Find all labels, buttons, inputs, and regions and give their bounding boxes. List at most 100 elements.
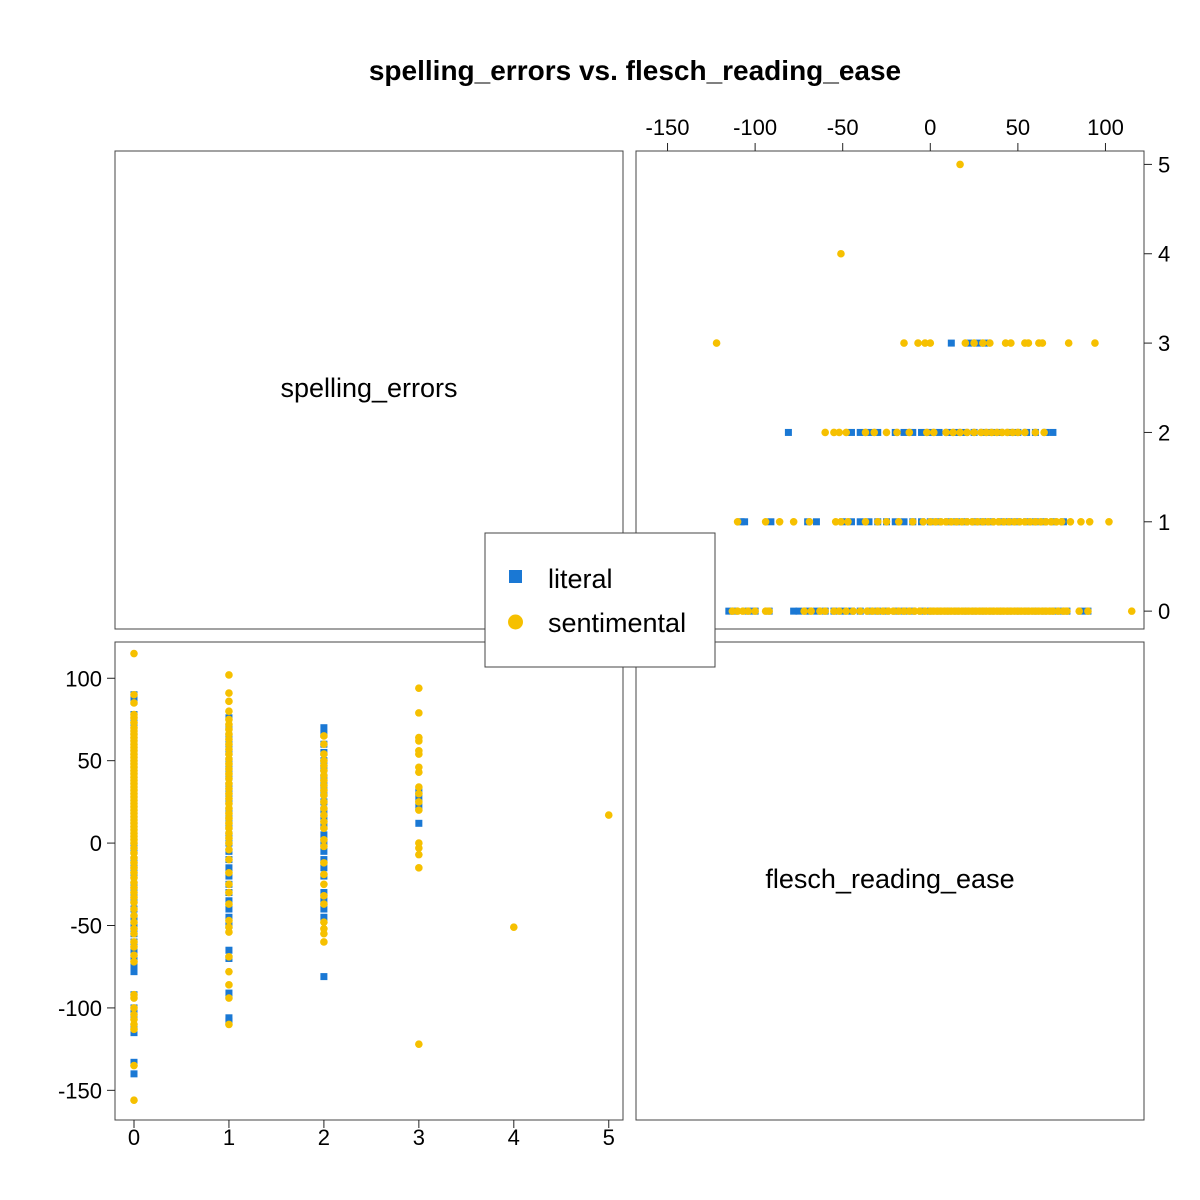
point-sentimental (968, 517, 977, 526)
point-literal (130, 968, 138, 976)
point-sentimental (910, 607, 919, 615)
point-sentimental (956, 428, 964, 437)
point-sentimental (1066, 517, 1075, 526)
point-sentimental (225, 916, 233, 925)
point-sentimental (225, 855, 233, 864)
point-literal (225, 864, 233, 872)
point-sentimental (831, 517, 840, 526)
point-sentimental (320, 791, 328, 800)
point-sentimental (225, 928, 233, 936)
point-sentimental (905, 428, 914, 437)
point-sentimental (1005, 517, 1013, 526)
point-sentimental (1042, 517, 1050, 526)
point-literal (320, 724, 328, 732)
point-sentimental (415, 709, 423, 717)
point-sentimental (415, 684, 423, 692)
point-sentimental (130, 951, 138, 959)
tick-label-right: 4 (1158, 242, 1170, 267)
point-sentimental (320, 842, 328, 851)
point-sentimental (993, 428, 1001, 437)
panel-scatter-top-right (635, 150, 1145, 630)
point-sentimental (905, 607, 914, 615)
point-sentimental (225, 953, 233, 961)
points-top-right (653, 160, 1136, 615)
point-sentimental (889, 607, 898, 615)
point-sentimental (849, 607, 858, 615)
point-sentimental (225, 888, 233, 897)
point-sentimental (1085, 517, 1094, 526)
point-sentimental (320, 938, 328, 946)
point-sentimental (986, 339, 994, 347)
point-sentimental (225, 967, 233, 976)
point-sentimental (873, 607, 882, 615)
point-sentimental (1031, 428, 1040, 437)
point-sentimental (415, 750, 423, 758)
point-sentimental (225, 845, 233, 854)
point-sentimental (751, 607, 759, 615)
point-sentimental (926, 339, 935, 347)
point-sentimental (914, 339, 922, 347)
point-sentimental (1021, 517, 1029, 526)
point-sentimental (733, 607, 742, 615)
point-literal (900, 428, 908, 436)
point-literal (741, 518, 749, 526)
tick-label-right: 1 (1158, 510, 1170, 535)
point-sentimental (320, 892, 328, 900)
point-sentimental (921, 339, 929, 347)
axis-ticks: -150 -100 -50 0 50 100012345-150-100-50050100… (58, 115, 1170, 1150)
point-sentimental (989, 517, 998, 526)
point-sentimental (805, 517, 814, 526)
point-sentimental (320, 817, 328, 826)
point-sentimental (1064, 339, 1073, 347)
point-sentimental (225, 900, 233, 908)
point-sentimental (837, 249, 845, 258)
point-sentimental (879, 607, 887, 615)
point-sentimental (1091, 339, 1099, 347)
point-sentimental (937, 517, 945, 526)
point-sentimental (908, 517, 917, 526)
point-sentimental (816, 607, 824, 615)
tick-label-bottom: 4 (508, 1125, 520, 1150)
point-sentimental (761, 607, 770, 615)
legend-label-literal: literal (548, 564, 613, 594)
point-sentimental (861, 517, 870, 526)
tick-label-bottom: 0 (128, 1125, 140, 1150)
point-sentimental (130, 699, 138, 707)
point-sentimental (712, 339, 721, 347)
point-sentimental (130, 898, 138, 907)
point-sentimental (1047, 517, 1055, 526)
point-sentimental (961, 339, 970, 347)
point-sentimental (998, 428, 1006, 437)
point-literal (320, 913, 328, 921)
point-literal (856, 518, 864, 526)
point-literal (320, 905, 328, 913)
point-literal (856, 428, 864, 436)
point-sentimental (842, 428, 851, 437)
point-sentimental (225, 697, 233, 706)
point-sentimental (1052, 517, 1061, 526)
point-literal (900, 518, 908, 526)
point-sentimental (320, 798, 328, 806)
point-sentimental (130, 1004, 138, 1012)
point-sentimental (320, 900, 328, 908)
point-sentimental (1054, 607, 1062, 615)
point-sentimental (728, 607, 737, 615)
point-sentimental (1008, 428, 1017, 437)
point-literal (767, 518, 775, 526)
tick-label-top: 50 (1006, 115, 1030, 140)
point-sentimental (415, 768, 423, 777)
point-sentimental (130, 1025, 138, 1034)
tick-label-top: -50 (827, 115, 859, 140)
point-sentimental (830, 428, 838, 437)
panel-diag-flesch-reading-ease (635, 641, 1145, 1121)
tick-label-left: 50 (78, 749, 102, 774)
panel-scatter-bottom-left (114, 641, 624, 1121)
point-literal (320, 973, 328, 981)
point-sentimental (1036, 517, 1045, 526)
point-sentimental (130, 943, 138, 951)
point-sentimental (1003, 428, 1012, 437)
point-sentimental (1014, 428, 1022, 437)
point-literal (795, 607, 803, 615)
point-sentimental (970, 428, 978, 437)
point-sentimental (942, 517, 950, 526)
